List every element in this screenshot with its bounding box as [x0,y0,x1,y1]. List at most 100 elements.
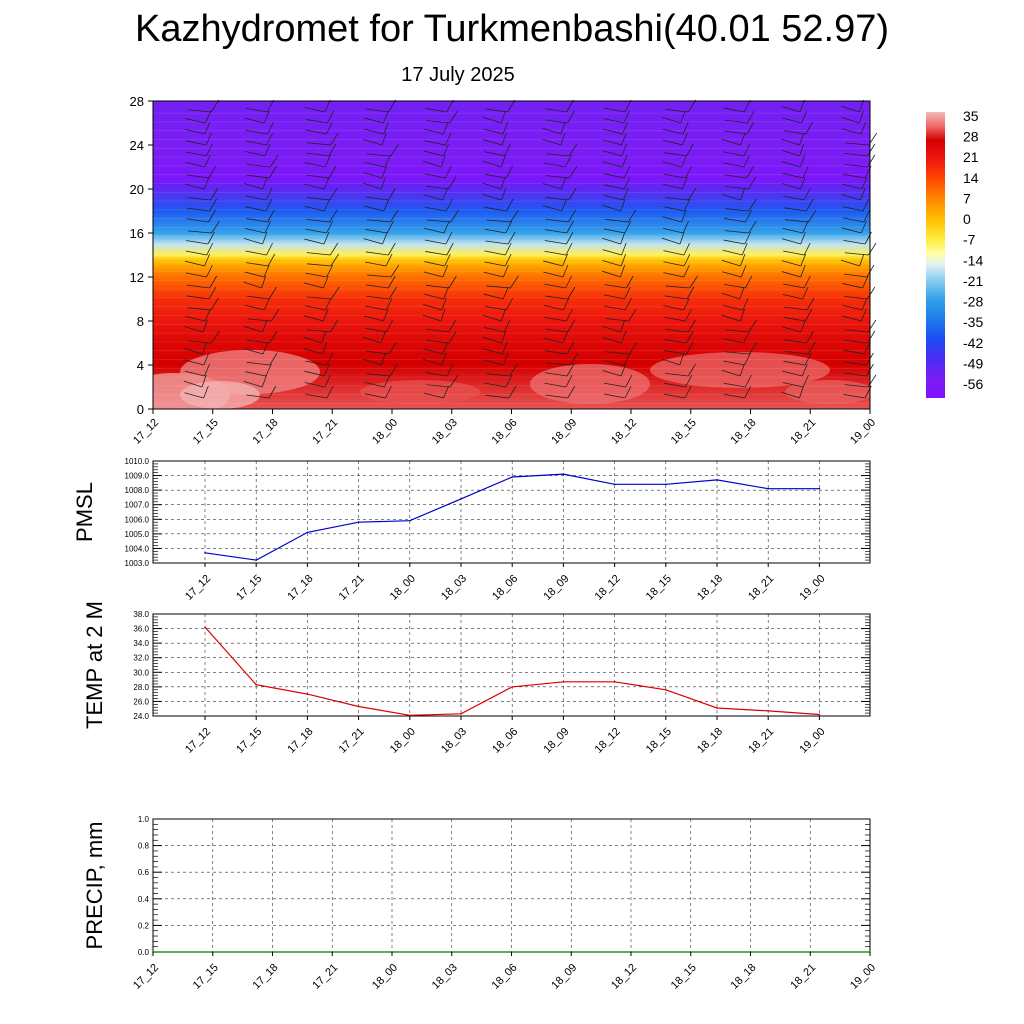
series-point [460,498,462,500]
wind-barb [661,352,685,366]
wind-barb [665,319,696,333]
wind-barb [247,308,280,322]
wind-barb [721,253,746,267]
wind-barb [424,198,453,212]
wind-barb [664,330,694,344]
wind-barb [661,231,685,245]
wind-barb [246,385,277,399]
wind-barb [665,99,697,113]
wind-barb [304,374,331,388]
wind-barb [602,154,628,168]
wind-barb [185,264,213,278]
y-axis-title: PMSL [72,482,97,542]
heatmap-y-tick-label: 4 [137,358,144,373]
wind-barb [244,220,271,234]
wind-barb [364,253,393,267]
wind-barb [425,176,457,190]
wind-barb [662,154,687,168]
x-tick-label: 18_00 [388,573,418,603]
x-tick-label: 18_03 [439,726,469,756]
wind-barb [664,374,693,388]
wind-barb [486,363,518,377]
wind-barb [663,385,692,399]
wind-barb [244,110,270,124]
heatmap-y-tick-label: 12 [130,270,144,285]
pmsl-panel: 1003.0 1004.0 1005.0 1006.0 1007.0 1008.0 1009… [72,457,871,603]
wind-barb [663,264,690,278]
wind-barb [602,231,626,245]
wind-barb [426,209,460,223]
wind-barb [483,121,509,135]
heatmap-y-tick-label: 16 [130,226,144,241]
wind-barb [544,275,573,289]
wind-barb [245,132,273,146]
wind-barb [603,385,632,399]
wind-barb [245,187,273,201]
colorbar-label: -56 [963,376,983,392]
wind-barb [723,330,750,344]
series-point [204,626,206,628]
wind-barb [366,143,399,157]
x-tick-label: 17_12 [183,573,213,603]
wind-barb [363,110,389,124]
colorbar-label: -42 [963,335,983,351]
wind-barb [784,330,814,344]
wind-barb [243,319,268,333]
wind-barb [663,297,690,311]
colorbar-label: 28 [963,129,979,145]
wind-barb [543,297,570,311]
x-tick-label: 17_15 [234,573,264,603]
wind-barb [663,165,693,179]
wind-barb [602,264,626,278]
y-tick-label: 0.4 [138,895,150,904]
x-tick-label: 17_15 [234,726,264,756]
wind-barb [366,209,399,223]
wind-barb [602,198,626,212]
wind-barb [603,286,631,300]
wind-barb [603,187,629,201]
wind-barb [662,110,686,124]
wind-barb [244,264,270,278]
wind-barb [544,363,575,377]
colorbar-label: -35 [963,314,983,330]
wind-barb [305,352,334,366]
wind-barb [484,253,512,267]
wind-barb [484,297,514,311]
wind-barb [304,198,331,212]
series-point [511,686,513,688]
wind-barb [482,132,507,146]
heatmap-x-tick-label: 18_21 [788,417,818,447]
wind-barb [603,352,631,366]
wind-barb [783,187,811,201]
colorbar-label: -7 [963,232,976,248]
wind-barb [305,121,333,135]
wind-barb [363,231,388,245]
x-tick-label: 18_09 [541,726,571,756]
heatmap-x-tick-label: 17_12 [131,417,161,447]
forecast-date: 17 July 2025 [401,64,515,86]
wind-barb [184,363,210,377]
wind-barb [484,165,513,179]
wind-barb [725,341,758,355]
wind-barb [545,165,578,179]
wind-barb [841,121,867,135]
wind-barb [243,275,267,289]
x-tick-label: 17_18 [285,726,315,756]
x-tick-label: 18_03 [439,573,469,603]
wind-barb [545,187,577,201]
heatmap-contours [153,112,870,404]
wind-barb [782,165,809,179]
wind-barb [842,176,868,190]
wind-barb [187,330,220,344]
wind-barb [781,385,804,399]
y-tick-label: 1008.0 [125,486,150,495]
wind-barb [542,132,566,146]
wind-barb [784,297,815,311]
page-title: Kazhydromet for Turkmenbashi(40.01 52.97… [134,8,890,50]
x-tick-label: 18_12 [609,962,639,992]
series-point [613,483,616,486]
heatmap-x-tick-label: 17_18 [251,417,281,447]
wind-barb [482,176,506,190]
wind-barb [423,187,448,201]
wind-barb [366,341,397,355]
